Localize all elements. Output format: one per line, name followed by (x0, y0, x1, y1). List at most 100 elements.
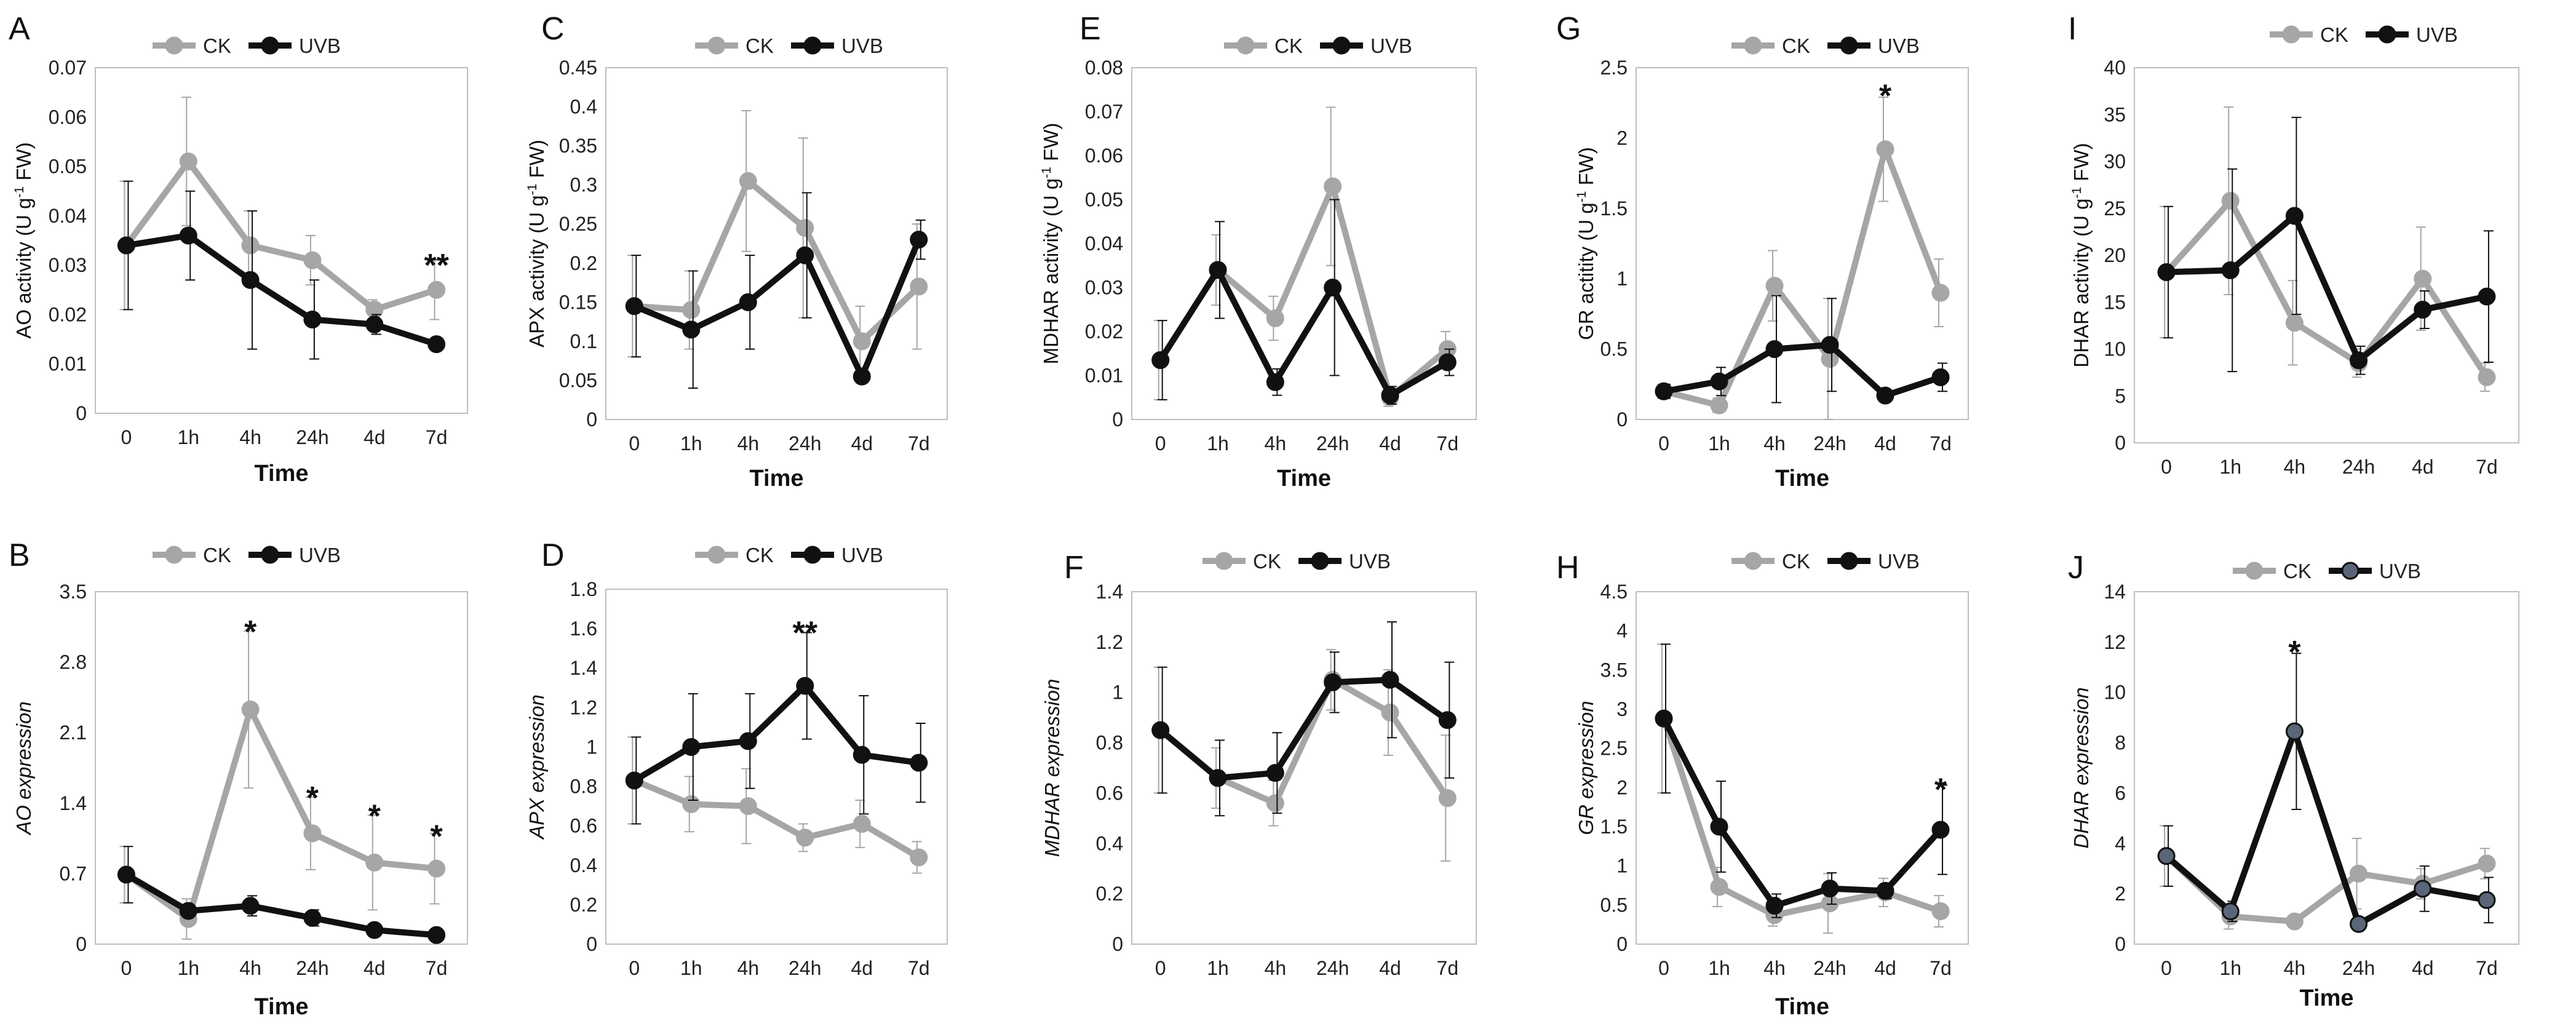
x-tick-label: 7d (1930, 432, 1952, 455)
significance-marker: * (1879, 79, 1892, 114)
y-tick-label: 25 (2104, 197, 2126, 220)
y-tick-label: 0 (2115, 432, 2126, 454)
legend-marker-ck (707, 36, 726, 55)
y-tick-label: 2.5 (1600, 737, 1628, 760)
legend-label-ck: CK (2283, 560, 2312, 582)
x-tick-label: 1h (177, 957, 199, 979)
data-point-uvb (2221, 261, 2240, 279)
x-tick-label: 4h (737, 432, 759, 455)
x-tick-label: 4h (239, 426, 261, 448)
y-tick-label: 0.05 (49, 156, 87, 178)
panel-G: G 0 0.5 1 1.5 2 2.5 0 1h 4h 24h 4d 7d Time GR actitity… (1556, 11, 1969, 491)
y-tick-label: 0.6 (1096, 782, 1123, 804)
data-point-ck (179, 153, 197, 171)
y-axis-label-text: APX activity (U g (525, 195, 548, 348)
legend-marker-ck (1744, 36, 1762, 55)
x-tick-label: 1h (177, 426, 199, 448)
y-axis-label-superscript: -1 (12, 186, 26, 198)
data-point-ck (1710, 878, 1728, 896)
series-line-uvb (2164, 728, 2487, 928)
x-tick-label: 24h (789, 957, 821, 979)
data-point-ck (739, 797, 757, 816)
legend-marker-uvb (1332, 36, 1351, 55)
data-point-uvb (1710, 817, 1728, 836)
panel-letter: E (1079, 11, 1101, 47)
legend-marker-uvb (803, 546, 822, 564)
data-point-uvb (117, 865, 135, 884)
y-axis-label-text: DHAR expression (2070, 687, 2093, 848)
x-tick-label: 24h (1316, 957, 1349, 979)
data-point-ck (796, 828, 814, 847)
data-point-uvb (2350, 351, 2368, 370)
y-tick-label: 14 (2104, 581, 2126, 603)
y-tick-label: 0 (1112, 933, 1123, 955)
y-tick-label: 10 (2104, 681, 2126, 704)
significance-marker: * (368, 799, 381, 835)
y-axis-label: APX activity (U g-1 FW) (525, 140, 548, 348)
y-axis-label-unit: FW) (12, 142, 35, 186)
y-tick-label: 0.2 (570, 894, 597, 916)
x-tick-label: 4d (364, 957, 386, 979)
legend-label-ck: CK (2320, 23, 2348, 46)
y-tick-label: 0.4 (1096, 832, 1123, 854)
legend-marker-uvb (2378, 25, 2396, 44)
data-point-uvb (1151, 721, 1170, 739)
y-tick-label: 4.5 (1600, 581, 1628, 603)
panel-E: E 0 0.01 0.02 0.03 0.04 0.05 0.06 0.07 0.08 0 1h 4h 2… (1040, 11, 1477, 491)
y-axis-label-superscript: -1 (525, 184, 539, 196)
y-axis-label-text: GR actitity (U g (1575, 202, 1597, 340)
data-point-uvb (1821, 336, 1839, 354)
y-axis-label-text: AO activity (U g (12, 197, 35, 338)
data-point-ck (241, 236, 260, 255)
data-point-ck (1765, 277, 1784, 295)
data-point-uvb (910, 753, 928, 772)
data-point-uvb (853, 367, 871, 386)
y-axis-label-text: MDHAR activity (U g (1040, 178, 1062, 365)
panel-A: A 0 0.01 0.02 0.03 0.04 0.05 0.06 0.07 0 1h 4h 24h 4d… (9, 11, 468, 487)
data-point-uvb (2157, 263, 2176, 281)
data-point-ck (303, 824, 322, 843)
legend-label-uvb: UVB (1370, 34, 1412, 57)
y-tick-label: 0.15 (559, 291, 597, 313)
y-axis-label: MDHAR activity (U g-1 FW) (1040, 123, 1062, 365)
x-tick-label: 4d (364, 426, 386, 448)
data-point-ck (2221, 192, 2240, 210)
data-point-uvb (625, 297, 643, 316)
significance-marker: * (306, 781, 319, 816)
legend-label-ck: CK (1782, 34, 1810, 57)
data-point-uvb (1655, 382, 1673, 400)
x-tick-label: 7d (426, 957, 448, 979)
panel-letter: B (9, 538, 30, 573)
data-point-uvb (1438, 353, 1457, 371)
data-point-ck (910, 277, 928, 296)
x-tick-label: 0 (1155, 957, 1166, 979)
data-point-ck (427, 859, 446, 878)
data-point-uvb (682, 737, 701, 756)
legend-label-uvb: UVB (299, 34, 341, 57)
legend-marker-ck (707, 546, 726, 564)
legend-label-ck: CK (745, 34, 774, 57)
y-tick-label: 15 (2104, 291, 2126, 313)
data-point-uvb (625, 771, 643, 790)
y-tick-label: 30 (2104, 151, 2126, 173)
legend-marker-uvb (1840, 552, 1858, 570)
data-point-ck (241, 701, 260, 719)
y-tick-label: 0.05 (1085, 189, 1123, 211)
data-point-uvb (1931, 820, 1950, 839)
data-point-ck (1438, 789, 1457, 808)
y-tick-label: 0.8 (1096, 732, 1123, 754)
y-tick-label: 0 (1112, 408, 1123, 431)
legend-marker-ck (1744, 552, 1762, 570)
x-axis-label: Time (254, 994, 308, 1020)
data-point-ck (1266, 309, 1284, 328)
y-tick-label: 0 (1616, 408, 1628, 431)
data-point-uvb (2221, 902, 2240, 921)
y-axis-label-text: GR expression (1575, 701, 1597, 835)
y-tick-label: 1.4 (60, 792, 87, 814)
y-tick-label: 0.02 (49, 303, 87, 325)
x-tick-label: 24h (2342, 456, 2375, 478)
y-tick-label: 0.04 (49, 205, 87, 227)
y-tick-label: 0.4 (570, 96, 597, 118)
y-tick-label: 0.01 (49, 353, 87, 375)
y-tick-label: 2.1 (60, 721, 87, 744)
